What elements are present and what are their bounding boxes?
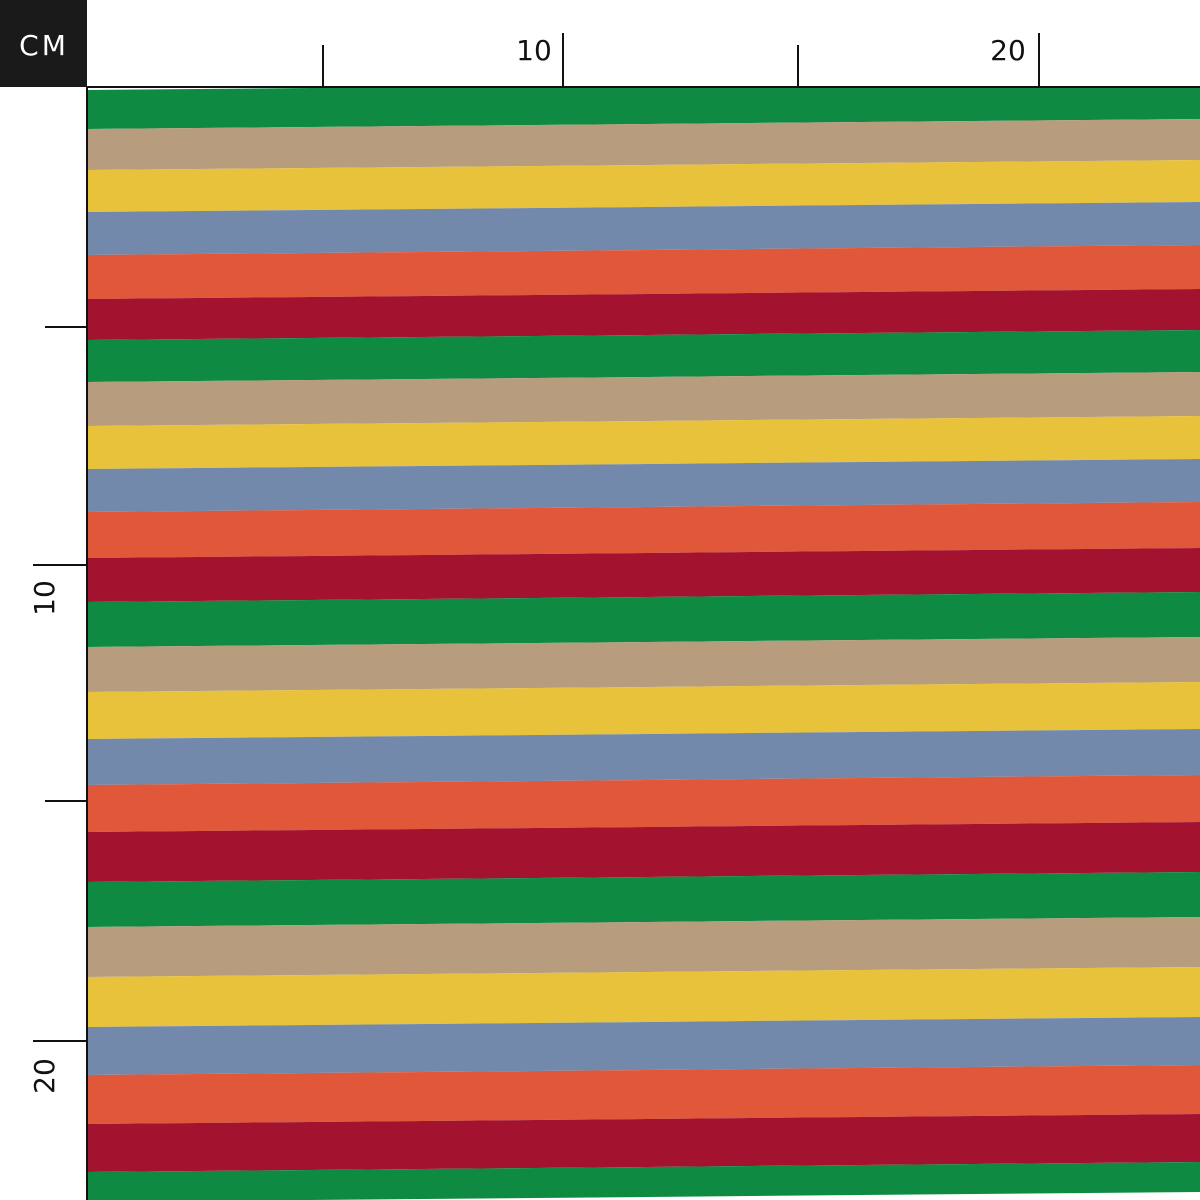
stripe [87, 245, 1200, 299]
stripe [87, 1065, 1200, 1124]
stripe [87, 967, 1200, 1027]
stripe [87, 1017, 1200, 1075]
top-label: 20 [990, 34, 1026, 67]
stripe [87, 1114, 1200, 1172]
stripe [87, 592, 1200, 647]
stripe [87, 917, 1200, 977]
left-label: 20 [28, 1058, 61, 1094]
stripe [87, 289, 1200, 340]
stripe [87, 822, 1200, 882]
stripe [87, 80, 1200, 129]
stripe [87, 872, 1200, 927]
unit-label: CM [19, 29, 69, 62]
stripe [87, 729, 1200, 785]
stripe [87, 682, 1200, 739]
stripe [87, 1162, 1200, 1200]
ruler-band [87, 0, 1200, 87]
stripe [87, 637, 1200, 692]
stripe [87, 330, 1200, 382]
stripe [87, 372, 1200, 426]
top-label: 10 [516, 34, 552, 67]
stripe [87, 160, 1200, 212]
stripe [87, 119, 1200, 170]
stripe [87, 416, 1200, 469]
unit-box [0, 0, 87, 87]
stripe [87, 202, 1200, 255]
fabric [87, 0, 1200, 1200]
stripe [87, 502, 1200, 558]
stripe [87, 775, 1200, 832]
stripe [87, 459, 1200, 512]
stripe [87, 548, 1200, 602]
left-label: 10 [28, 580, 61, 616]
